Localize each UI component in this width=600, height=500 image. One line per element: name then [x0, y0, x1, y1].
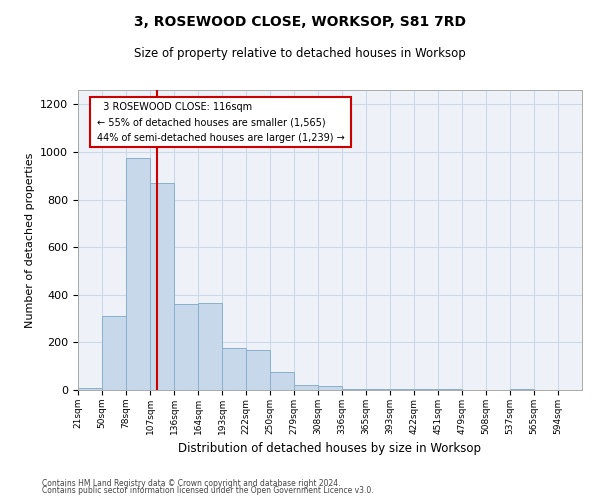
Bar	[342, 389, 366, 390]
Text: Contains HM Land Registry data © Crown copyright and database right 2024.: Contains HM Land Registry data © Crown c…	[42, 478, 341, 488]
Bar	[246, 350, 270, 390]
Bar	[390, 389, 414, 390]
X-axis label: Distribution of detached houses by size in Worksop: Distribution of detached houses by size …	[179, 442, 482, 456]
FancyBboxPatch shape	[91, 97, 351, 147]
Bar	[222, 348, 246, 390]
Text: 3 ROSEWOOD CLOSE: 116sqm
← 55% of detached houses are smaller (1,565)
44% of sem: 3 ROSEWOOD CLOSE: 116sqm ← 55% of detach…	[97, 102, 345, 142]
Bar	[78, 388, 102, 390]
Bar	[126, 158, 150, 390]
Bar	[510, 389, 534, 390]
Bar	[366, 389, 390, 390]
Bar	[414, 389, 438, 390]
Bar	[174, 304, 198, 390]
Bar	[198, 303, 222, 390]
Bar	[438, 389, 462, 390]
Text: Size of property relative to detached houses in Worksop: Size of property relative to detached ho…	[134, 48, 466, 60]
Bar	[294, 385, 318, 390]
Text: 3, ROSEWOOD CLOSE, WORKSOP, S81 7RD: 3, ROSEWOOD CLOSE, WORKSOP, S81 7RD	[134, 15, 466, 29]
Bar	[102, 316, 126, 390]
Y-axis label: Number of detached properties: Number of detached properties	[25, 152, 35, 328]
Text: Contains public sector information licensed under the Open Government Licence v3: Contains public sector information licen…	[42, 486, 374, 495]
Bar	[150, 183, 174, 390]
Bar	[270, 372, 294, 390]
Bar	[318, 386, 342, 390]
